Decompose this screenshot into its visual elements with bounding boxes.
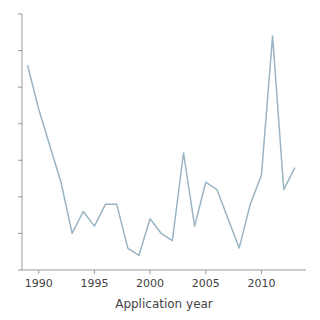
- y-tick: [18, 196, 22, 197]
- x-tick: [150, 270, 151, 274]
- x-tick-label: 1990: [25, 277, 53, 290]
- x-tick: [205, 270, 206, 274]
- x-tick-label: 2005: [192, 277, 220, 290]
- x-tick-label: 2010: [247, 277, 275, 290]
- plot-area: [28, 36, 295, 255]
- y-tick: [18, 123, 22, 124]
- x-tick-label: 2000: [136, 277, 164, 290]
- y-tick: [18, 233, 22, 234]
- line: [28, 36, 295, 255]
- x-tick: [94, 270, 95, 274]
- y-axis-line: [22, 14, 23, 270]
- x-axis: 1990 1995 2000 2005 2010: [25, 270, 276, 290]
- chart: 1990 1995 2000 2005 2010 Application year: [0, 0, 320, 320]
- y-tick: [18, 87, 22, 88]
- y-tick: [18, 14, 22, 15]
- x-axis-line: [22, 270, 306, 271]
- x-tick-label: 1995: [80, 277, 108, 290]
- x-axis-label: Application year: [115, 297, 213, 311]
- x-tick: [38, 270, 39, 274]
- y-tick: [18, 50, 22, 51]
- y-tick: [18, 270, 22, 271]
- x-tick: [261, 270, 262, 274]
- y-axis: [18, 14, 22, 270]
- y-tick: [18, 160, 22, 161]
